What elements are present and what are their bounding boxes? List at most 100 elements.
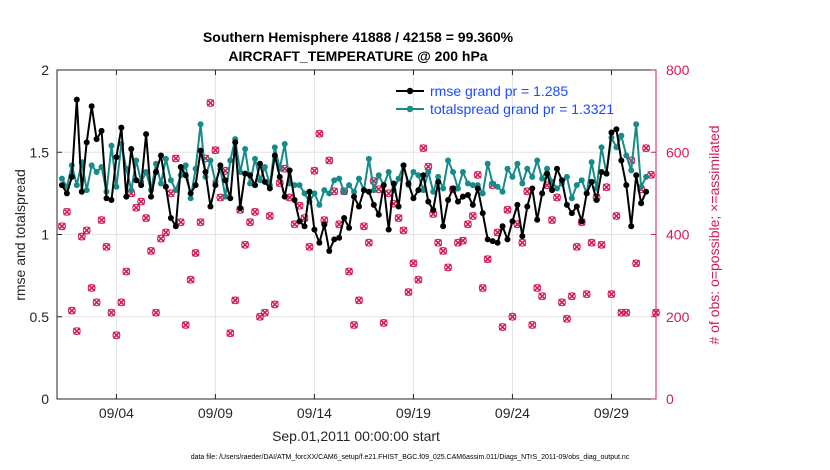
obs-assimilated-point (157, 234, 165, 243)
obs-assimilated-point (117, 298, 126, 307)
obs-possible-point (142, 214, 151, 223)
obs-assimilated-point (142, 214, 150, 222)
obs-possible-point (345, 267, 354, 276)
obs-possible-point (246, 218, 255, 227)
rmse-point (197, 147, 204, 154)
obs-assimilated-point (112, 331, 121, 340)
x-tick-label: 09/04 (99, 405, 134, 421)
obs-assimilated-point (73, 327, 81, 335)
obs-assimilated-point (533, 284, 541, 292)
rmse-point (98, 127, 105, 134)
obs-possible-point (557, 298, 566, 307)
totalspread-point (281, 141, 288, 148)
x-tick-label: 09/09 (198, 405, 233, 421)
totalspread-point (643, 173, 650, 180)
totalspread-point (271, 144, 278, 151)
rmse-point (108, 196, 115, 203)
totalspread-point (489, 180, 496, 187)
obs-possible-point (67, 306, 76, 315)
obs-assimilated-point (548, 216, 556, 224)
rmse-point (454, 198, 461, 205)
totalspread-point (385, 168, 392, 175)
rmse-point (316, 239, 323, 246)
obs-assimilated-point (63, 208, 71, 216)
rmse-point (385, 226, 392, 233)
obs-possible-point (538, 292, 547, 301)
obs-assimilated-point (582, 290, 591, 298)
totalspread-point (479, 190, 486, 197)
totalspread-point (197, 121, 204, 128)
y-left-tick-label: 0.5 (30, 309, 50, 325)
rmse-point (123, 193, 130, 200)
obs-assimilated-point (409, 259, 418, 268)
rmse-point (643, 188, 650, 195)
obs-assimilated-point (384, 189, 393, 198)
obs-assimilated-point (122, 267, 131, 276)
obs-possible-point (622, 308, 631, 317)
totalspread-point (618, 132, 625, 139)
obs-assimilated-point (419, 144, 428, 152)
totalspread-point (207, 157, 214, 164)
totalspread-point (256, 177, 263, 184)
totalspread-point (83, 187, 90, 194)
obs-assimilated-point (92, 298, 101, 307)
obs-possible-point (211, 146, 220, 155)
obs-possible-point (226, 329, 235, 338)
totalspread-point (514, 160, 521, 167)
obs-assimilated-point (176, 218, 185, 226)
rmse-point (346, 224, 353, 231)
rmse-point (390, 180, 397, 187)
totalspread-point (321, 187, 328, 194)
rmse-point (583, 190, 590, 197)
rmse-point (568, 210, 575, 217)
rmse-point (291, 196, 298, 203)
obs-assimilated-point (246, 218, 254, 226)
obs-possible-point (72, 327, 81, 336)
totalspread-point (157, 180, 164, 187)
totalspread-point (247, 180, 254, 187)
obs-assimilated-point (360, 222, 368, 231)
obs-possible-point (161, 228, 170, 237)
rmse-point (415, 187, 422, 194)
rmse-point (172, 223, 179, 230)
totalspread-point (296, 182, 303, 189)
totalspread-point (469, 182, 476, 189)
rmse-point (336, 234, 343, 241)
rmse-point (153, 168, 160, 175)
obs-possible-point (152, 308, 160, 317)
obs-possible-point (265, 212, 274, 220)
totalspread-point (613, 144, 620, 151)
rmse-point (103, 195, 110, 202)
obs-possible-point (548, 216, 556, 225)
obs-possible-point (553, 193, 561, 202)
rmse-point (138, 182, 145, 189)
obs-possible-point (132, 203, 141, 212)
rmse-point (286, 167, 293, 174)
obs-possible-point (533, 284, 542, 292)
totalspread-point (365, 155, 372, 162)
rmse-point (266, 185, 273, 192)
obs-assimilated-point (375, 185, 383, 194)
obs-possible-point (181, 321, 190, 329)
obs-assimilated-point (558, 298, 566, 307)
obs-assimilated-point (394, 214, 403, 222)
obs-assimilated-point (355, 296, 363, 305)
obs-assimilated-point (434, 238, 442, 247)
obs-possible-point (404, 288, 413, 297)
y-axis-left: 0 0.5 1 1.5 2 (30, 62, 62, 407)
rmse-point (633, 172, 640, 179)
rmse-point (321, 221, 328, 228)
obs-possible-point (468, 212, 477, 220)
totalspread-point (553, 185, 560, 192)
rmse-point (261, 178, 268, 185)
rmse-point (252, 182, 259, 189)
chart-title: Southern Hemisphere 41888 / 42158 = 99.3… (203, 29, 514, 45)
rmse-point (375, 211, 382, 218)
rmse-point (380, 182, 387, 189)
totalspread-point (534, 157, 541, 164)
rmse-point (613, 126, 620, 133)
obs-possible-point (87, 284, 96, 292)
obs-assimilated-point (251, 208, 259, 216)
rmse-point (603, 170, 610, 177)
